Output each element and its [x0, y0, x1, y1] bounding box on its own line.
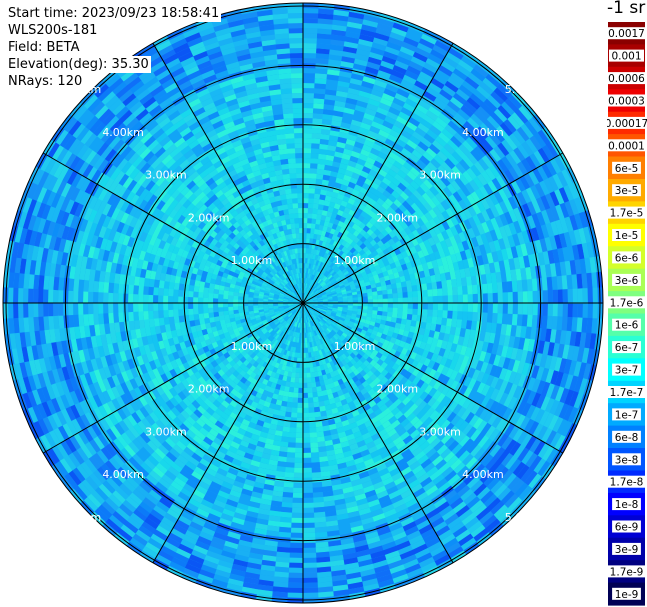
range-label: 2.00km — [377, 383, 419, 396]
colorbar-label: 3e-9 — [615, 544, 639, 556]
azimuth-spoke — [42, 302, 304, 454]
colorbar-label: 6e-5 — [615, 163, 639, 175]
colorbar-label: 1.7e-5 — [610, 208, 644, 220]
colorbar-label: 1e-9 — [615, 589, 639, 601]
range-label: 4.00km — [462, 126, 504, 139]
colorbar-label: 1e-6 — [615, 320, 639, 332]
colorbar-label: 6e-6 — [615, 252, 639, 264]
colorbar-label: 0.001 — [611, 51, 641, 63]
range-label: 5.00km — [505, 83, 547, 96]
colorbar-label-bg — [607, 296, 647, 309]
instrument-name: WLS200s-181 — [8, 22, 100, 39]
start-time-text: Start time: 2023/09/23 18:58:41 — [8, 5, 222, 22]
colorbar: 0.0017 0.001 0.0006 0.0003 0.00017 0.0001 6e-5… — [607, 22, 647, 606]
colorbar-label: 3e-7 — [615, 365, 639, 377]
colorbar-label: 0.0003 — [608, 96, 645, 108]
azimuth-spoke — [152, 42, 304, 304]
colorbar-label-bg — [612, 251, 641, 264]
azimuth-spoke — [42, 152, 304, 304]
colorbar-label: 6e-9 — [615, 522, 639, 534]
colorbar-label-bg — [612, 363, 641, 376]
colorbar-label: 0.0001 — [608, 140, 645, 152]
range-label: 4.00km — [102, 468, 144, 481]
range-label: 1.00km — [334, 254, 376, 267]
colorbar-label: 6e-8 — [615, 432, 639, 444]
range-label: 2.00km — [377, 212, 419, 225]
range-label: 5.00km — [60, 511, 102, 524]
colorbar-units-label: -1 sr — [607, 0, 646, 18]
azimuth-spoke — [302, 42, 454, 304]
scan-info-panel: Start time: 2023/09/23 18:58:41 WLS200s-… — [8, 5, 222, 90]
range-label: 1.00km — [231, 340, 273, 353]
colorbar-label-bg — [609, 49, 644, 62]
colorbar-label: 0.00017 — [607, 118, 647, 130]
colorbar-label: 0.0017 — [608, 28, 645, 40]
colorbar-label: 3e-6 — [615, 275, 639, 287]
range-label: 2.00km — [188, 212, 230, 225]
colorbar-label-bg — [607, 94, 647, 107]
range-label: 3.00km — [145, 425, 187, 438]
colorbar-label-bg — [607, 72, 647, 85]
colorbar-label-bg — [612, 184, 641, 197]
colorbar-label-bg — [607, 475, 647, 488]
colorbar-label-bg — [612, 273, 641, 286]
colorbar-label-bg — [612, 587, 641, 600]
colorbar-label-bg — [607, 27, 647, 40]
range-label: 1.00km — [231, 254, 273, 267]
colorbar-label-bg — [607, 116, 647, 129]
colorbar-label: 6e-7 — [615, 342, 639, 354]
colorbar-label: 3e-8 — [615, 454, 639, 466]
colorbar-label-bg — [612, 542, 641, 555]
colorbar-label-bg — [612, 408, 641, 421]
colorbar-label-bg — [612, 520, 641, 533]
range-label: 5.00km — [505, 511, 547, 524]
colorbar-label-bg — [607, 386, 647, 398]
range-label: 4.00km — [102, 126, 144, 139]
colorbar-label-bg — [612, 341, 641, 354]
range-label: 3.00km — [145, 169, 187, 182]
colorbar-label-bg — [612, 318, 641, 331]
azimuth-spoke — [152, 302, 304, 564]
colorbar-label: 1.7e-9 — [610, 566, 644, 578]
ppi-scan-plot: 1.00km 1.00km 1.00km 1.00km 2.00km 2.00km 2.00… — [2, 2, 604, 604]
colorbar-label: 1e-5 — [615, 230, 639, 242]
nrays-text: NRays: 120 — [8, 73, 85, 90]
range-label: 1.00km — [334, 340, 376, 353]
range-label: 3.00km — [419, 425, 461, 438]
field-name: Field: BETA — [8, 39, 82, 56]
elevation-text: Elevation(deg): 35.30 — [8, 56, 151, 73]
colorbar-label-bg — [612, 453, 641, 466]
colorbar-label-bg — [612, 430, 641, 443]
colorbar-label: 1e-7 — [615, 409, 639, 421]
colorbar-label-bg — [607, 565, 647, 578]
colorbar-label-bg — [612, 161, 641, 174]
colorbar-label-bg — [612, 498, 641, 511]
colorbar-label: 1.7e-7 — [610, 387, 644, 399]
colorbar-label: 1.7e-8 — [610, 477, 644, 489]
colorbar-label: 1e-8 — [615, 499, 639, 511]
colorbar-label-bg — [612, 229, 641, 241]
range-label: 2.00km — [188, 383, 230, 396]
colorbar-label: 1.7e-6 — [610, 297, 644, 309]
colorbar-label: 3e-5 — [615, 185, 639, 197]
range-label: 4.00km — [462, 468, 504, 481]
azimuth-spokes — [3, 3, 603, 603]
range-label: 3.00km — [419, 169, 461, 182]
azimuth-spoke — [302, 152, 564, 304]
azimuth-spoke — [302, 302, 454, 564]
azimuth-spoke — [302, 302, 564, 454]
colorbar-label: 0.0006 — [608, 73, 645, 85]
colorbar-label-bg — [607, 206, 647, 219]
range-labels: 1.00km 1.00km 1.00km 1.00km 2.00km 2.00km 2.00… — [60, 83, 547, 524]
colorbar-label-bg — [607, 139, 647, 152]
